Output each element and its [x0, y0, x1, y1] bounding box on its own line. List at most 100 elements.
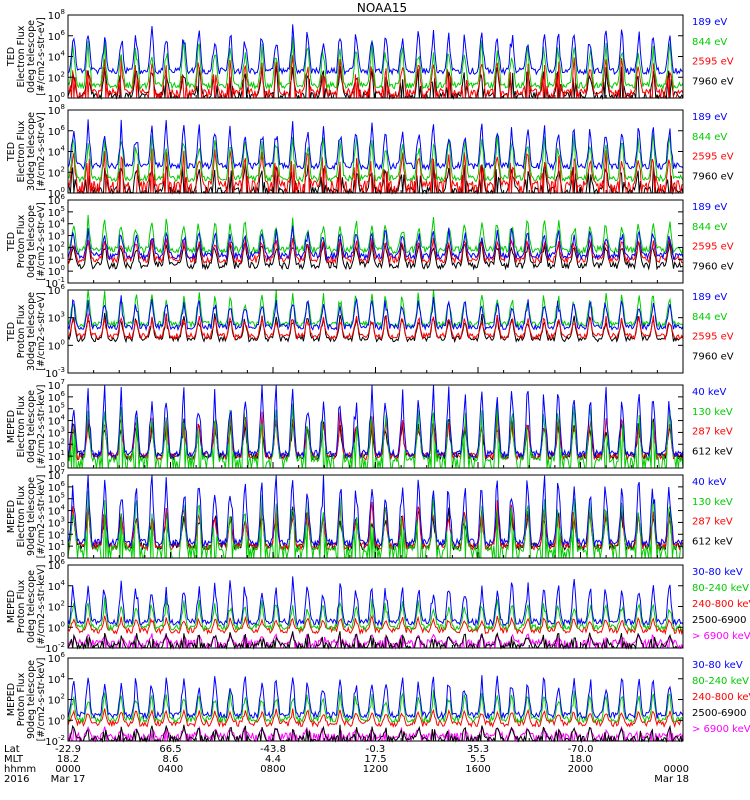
x-tick-label: 18.2: [57, 754, 79, 765]
x-tick-label: 0000: [55, 764, 80, 775]
series-line-3: [67, 214, 684, 256]
legend-entry: 40 keV: [692, 387, 726, 398]
y-axis-label: MEPED Proton Flux 0deg telescope [#/cm2-s-s…: [6, 565, 47, 649]
y-label-line: [#/cm2-s-str-eV]: [36, 112, 47, 191]
y-tick-label: 106: [48, 29, 66, 43]
series-line-4: [67, 689, 684, 725]
y-axis-label: TED Electron Flux 0deg telescope [#/cm2-s-s…: [6, 17, 47, 96]
legend-entry: 80-240 keV: [692, 676, 749, 687]
legend-entry: > 6900 keV: [692, 631, 750, 642]
x-tick-label: 0800: [260, 764, 285, 775]
y-tick-label: 102: [48, 165, 65, 179]
y-label-line: 90deg telescope: [26, 660, 37, 739]
series-line-4: [67, 295, 684, 332]
x-tick-label: -22.9: [55, 744, 81, 755]
y-label-line: TED: [6, 322, 17, 342]
series-line-4: [67, 24, 684, 76]
y-tick-label: 106: [48, 283, 66, 297]
x-tick-label: 17.5: [364, 754, 386, 765]
legend-entry: 7960 eV: [692, 171, 734, 182]
y-label-line: Electron Flux: [16, 395, 27, 457]
x-tick-label: 0000: [664, 764, 689, 775]
x-tick-label: 1600: [465, 764, 490, 775]
y-tick-label: 100: [48, 338, 65, 352]
y-label-line: [#/cm2-s-str-keV]: [36, 565, 47, 649]
series-line-4: [67, 384, 684, 460]
y-tick-label: 104: [48, 145, 66, 159]
legend-entry: 7960 eV: [692, 261, 734, 272]
x-tick-label: 0400: [158, 764, 183, 775]
series-line-1: [67, 238, 684, 271]
y-tick-label: 106: [48, 124, 66, 138]
x-tick-label: 1200: [363, 764, 388, 775]
y-label-line: Electron Flux: [16, 25, 27, 87]
y-label-line: 0deg telescope: [26, 570, 37, 643]
y-axis-label: MEPED Electron Flux 90deg telescope [#/cm2-…: [6, 475, 47, 559]
series-line-3: [67, 490, 684, 559]
legend-entry: 844 eV: [692, 132, 727, 143]
x-row-label: hhmm: [4, 764, 36, 775]
series-line-5: [67, 576, 684, 627]
y-axis-label: TED Electron Flux 30deg telescope [#/cm2-s-…: [6, 112, 47, 191]
legend-entry: 80-240 keV: [692, 583, 749, 594]
legend-entry: 130 keV: [692, 407, 733, 418]
legend-entry: 2500-6900: [692, 615, 747, 626]
x-tick-label: Mar 17: [51, 774, 86, 785]
y-label-line: [#/cm2-s-str-eV]: [36, 17, 47, 96]
series-line-4: [67, 225, 684, 261]
y-axis-label: TED Proton Flux 30deg telescope [#/cm2-s-st…: [6, 292, 47, 371]
y-tick-label: 100: [48, 620, 65, 634]
panel-frame: [67, 199, 684, 284]
x-tick-label: 2000: [568, 764, 593, 775]
series-line-3: [67, 708, 684, 729]
legend-entry: > 6900 keV: [692, 724, 750, 735]
y-label-line: [#/cm2-s-str-keV]: [36, 658, 47, 742]
y-label-line: Electron Flux: [16, 120, 27, 182]
legend-entry: 189 eV: [692, 112, 727, 123]
x-tick-label: 35.3: [467, 744, 489, 755]
y-tick-label: 108: [48, 103, 65, 117]
legend-entry: 7960 eV: [692, 76, 734, 87]
legend-entry: 612 keV: [692, 536, 733, 547]
y-label-line: TED: [6, 232, 17, 252]
legend-entry: 240-800 keV: [692, 692, 750, 703]
y-tick-label: 102: [48, 70, 65, 84]
y-label-line: Proton Flux: [16, 214, 27, 268]
x-row-label: 2016: [4, 774, 29, 785]
x-tick-label: 5.5: [470, 754, 486, 765]
series-line-1: [67, 418, 684, 462]
x-tick-label: 18.0: [569, 754, 591, 765]
legend-entry: 2500-6900: [692, 708, 747, 719]
x-tick-label: -70.0: [568, 744, 594, 755]
y-label-line: Electron Flux: [16, 485, 27, 547]
legend-entry: 7960 eV: [692, 351, 734, 362]
legend-entry: 844 eV: [692, 312, 727, 323]
y-tick-label: 108: [48, 8, 65, 22]
x-tick-label: 8.6: [163, 754, 179, 765]
legend-entry: 2595 eV: [692, 242, 734, 253]
y-tick-label: 104: [48, 50, 66, 64]
y-tick-label: 106: [48, 651, 66, 665]
y-label-line: 0deg telescope: [26, 390, 37, 463]
series-line-2: [67, 500, 684, 552]
x-tick-label: Mar 18: [654, 774, 689, 785]
legend-entry: 2595 eV: [692, 332, 734, 343]
legend-entry: 30-80 keV: [692, 660, 743, 671]
legend-entry: 287 keV: [692, 427, 733, 438]
y-tick-label: 104: [48, 579, 66, 593]
legend-entry: 240-800 keV: [692, 599, 750, 610]
y-label-line: 0deg telescope: [26, 20, 37, 93]
legend-entry: 287 keV: [692, 517, 733, 528]
legend-entry: 844 eV: [692, 37, 727, 48]
x-row-label: Lat: [4, 744, 20, 755]
y-label-line: MEPED: [6, 500, 17, 533]
legend-entry: 2595 eV: [692, 57, 734, 68]
series-line-3: [67, 614, 684, 636]
